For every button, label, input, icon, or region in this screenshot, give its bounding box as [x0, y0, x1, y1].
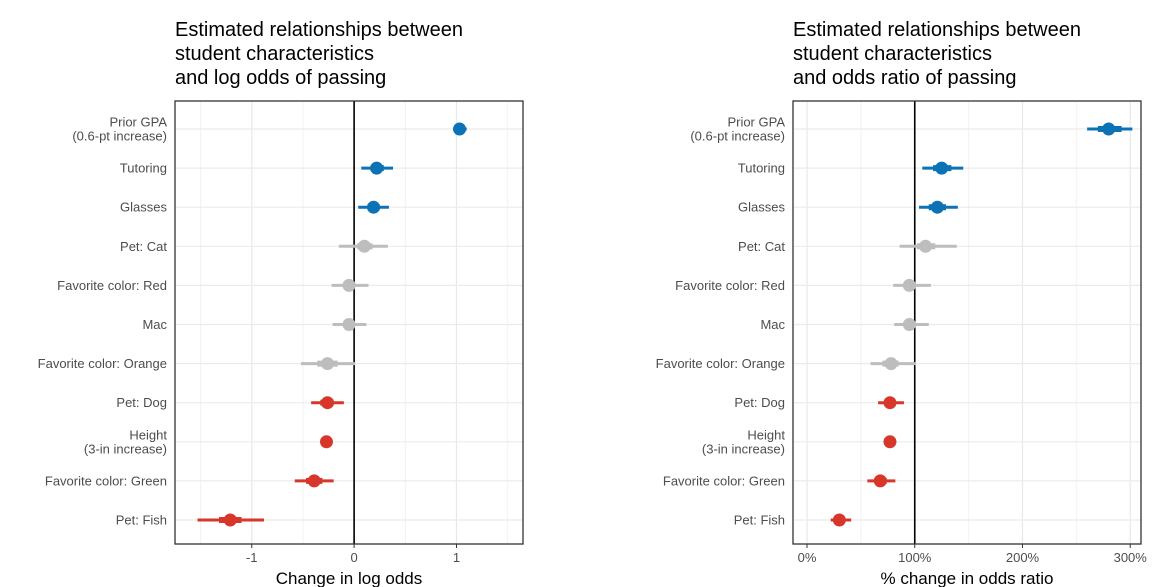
category-label: Pet: Cat: [120, 239, 167, 254]
category-label: Prior GPA: [109, 115, 167, 130]
point-estimate: [367, 200, 381, 214]
estimate-row: [319, 435, 333, 449]
chart-title: Estimated relationships between student …: [175, 18, 463, 90]
estimate-row: [1087, 122, 1133, 136]
x-tick-label: 300%: [1114, 550, 1148, 565]
category-label: Tutoring: [738, 161, 785, 176]
category-label: Favorite color: Red: [675, 278, 785, 293]
x-axis-label: Change in log odds: [276, 569, 423, 587]
point-estimate: [342, 318, 356, 331]
estimate-row: [338, 239, 388, 253]
category-label: Favorite color: Orange: [38, 356, 167, 371]
x-tick-label: 200%: [1006, 550, 1040, 565]
point-estimate: [919, 239, 933, 253]
chart-panel-odds-ratio: Estimated relationships between student …: [580, 0, 1162, 587]
x-axis-label: % change in odds ratio: [881, 569, 1054, 587]
point-estimate: [935, 161, 949, 175]
estimate-row: [453, 122, 467, 136]
category-label: Glasses: [120, 200, 167, 215]
estimate-row: [893, 278, 931, 292]
point-estimate: [370, 161, 384, 175]
chart-title-line: and log odds of passing: [175, 67, 387, 89]
category-label: (0.6-pt increase): [72, 129, 167, 144]
point-estimate: [873, 474, 887, 488]
point-estimate: [321, 357, 335, 371]
point-estimate: [883, 435, 897, 449]
chart-title-line: and odds ratio of passing: [793, 67, 1017, 89]
point-estimate: [1102, 122, 1116, 136]
panel-border: [174, 100, 524, 545]
estimate-row: [894, 318, 929, 331]
point-estimate: [307, 474, 321, 488]
estimate-row: [300, 357, 356, 371]
point-estimate: [319, 435, 333, 449]
chart-title-line: student characteristics: [793, 43, 992, 65]
category-label: Mac: [760, 317, 785, 332]
category-label: (0.6-pt increase): [690, 129, 785, 144]
chart-panel-log-odds: Estimated relationships between student …: [0, 0, 580, 587]
estimate-row: [883, 435, 897, 449]
estimate-row: [878, 396, 904, 410]
point-estimate: [832, 513, 846, 527]
category-label: Height: [747, 427, 785, 442]
chart-title-line: student characteristics: [175, 43, 374, 65]
point-estimate: [342, 278, 356, 292]
x-tick-label: 1: [453, 550, 460, 565]
category-label: Glasses: [738, 200, 785, 215]
point-estimate: [883, 396, 897, 410]
point-estimate: [930, 200, 944, 214]
point-estimate: [223, 513, 237, 527]
category-label: Pet: Fish: [734, 513, 785, 528]
estimate-row: [294, 474, 334, 488]
estimate-row: [361, 161, 394, 175]
category-label: Favorite color: Red: [57, 278, 167, 293]
forest-plot-log-odds: Prior GPA(0.6-pt increase) Tutoring Glasse…: [38, 100, 524, 587]
chart-title-line: Estimated relationships between: [175, 19, 463, 41]
estimate-row: [922, 161, 964, 175]
estimate-row: [867, 474, 896, 488]
x-tick-label: -1: [246, 550, 258, 565]
category-label: Tutoring: [120, 161, 167, 176]
category-label: Mac: [142, 317, 167, 332]
estimate-row: [197, 513, 265, 527]
estimate-row: [311, 396, 344, 410]
x-tick-label: 0: [351, 550, 358, 565]
category-label: Favorite color: Green: [45, 473, 167, 488]
category-label: Pet: Fish: [116, 513, 167, 528]
category-label: Pet: Cat: [738, 239, 785, 254]
estimate-row: [332, 318, 367, 331]
category-label: Favorite color: Orange: [656, 356, 785, 371]
estimate-row: [919, 200, 958, 214]
estimate-row: [830, 513, 852, 527]
x-tick-label: 100%: [898, 550, 932, 565]
category-label: Pet: Dog: [734, 395, 785, 410]
chart-title-line: Estimated relationships between: [793, 19, 1081, 41]
point-estimate: [902, 318, 916, 331]
point-estimate: [321, 396, 335, 410]
estimate-row: [899, 239, 957, 253]
point-estimate: [902, 278, 916, 292]
forest-plot-odds-ratio: Prior GPA(0.6-pt increase) Tutoring Glasse…: [656, 100, 1148, 587]
point-estimate: [884, 357, 898, 371]
grid: [793, 101, 1141, 544]
category-label: (3-in increase): [84, 441, 167, 456]
category-label: Pet: Dog: [116, 395, 167, 410]
category-label: Favorite color: Green: [663, 473, 785, 488]
estimate-row: [870, 357, 916, 371]
chart-title: Estimated relationships between student …: [793, 18, 1081, 90]
estimate-row: [331, 278, 369, 292]
point-estimate: [453, 122, 467, 136]
category-label: (3-in increase): [702, 441, 785, 456]
category-label: Height: [129, 427, 167, 442]
point-estimate: [357, 239, 371, 253]
estimate-row: [358, 200, 389, 214]
x-tick-label: 0%: [798, 550, 817, 565]
panel-border: [792, 100, 1142, 545]
category-label: Prior GPA: [727, 115, 785, 130]
